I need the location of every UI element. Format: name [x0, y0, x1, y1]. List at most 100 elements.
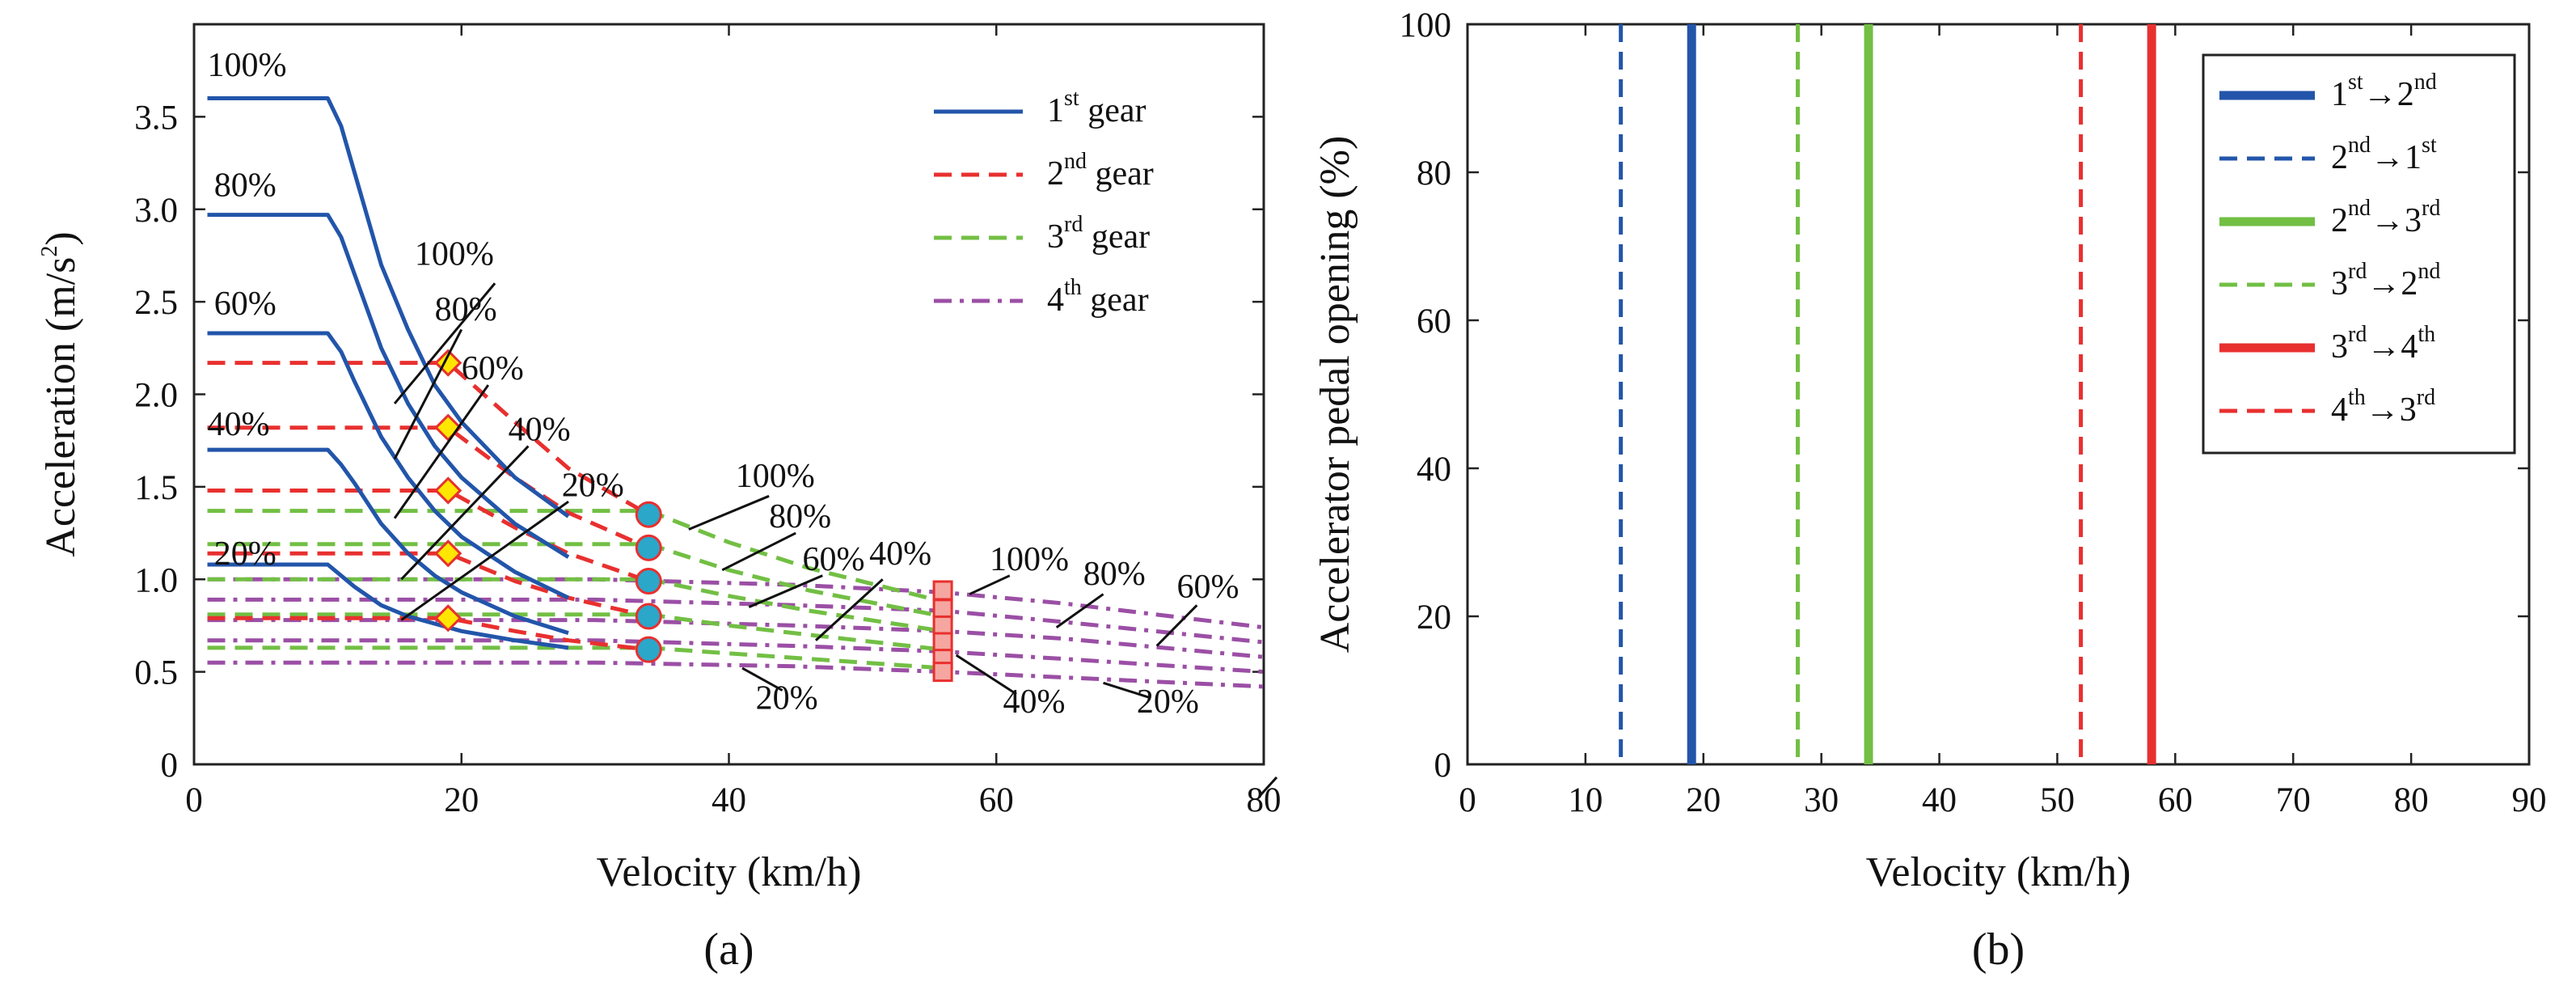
y-axis-label-a: Acceleration (m/s2): [37, 231, 84, 556]
annotation-leader: [1103, 681, 1151, 700]
legend-b-box: [2202, 53, 2516, 455]
x-tick-label-b: 90: [2512, 781, 2547, 819]
annotation-leader: [393, 282, 496, 404]
y-tick-label-a: 2.5: [134, 284, 178, 322]
annotation-label: 60%: [214, 286, 277, 323]
y-tick-label-a: 0.5: [134, 654, 178, 692]
series-gear2-40pct: [207, 551, 649, 619]
shift-marker-square: [932, 615, 953, 636]
x-tick-label-b: 60: [2158, 781, 2193, 819]
legend-a-sup: rd: [1064, 212, 1083, 237]
series-gear3-60pct: [207, 577, 944, 633]
annotation-leader: [393, 384, 490, 519]
legend-b-to: 2: [2397, 76, 2414, 113]
shift-marker-diamond: [434, 476, 462, 505]
x-tick-label-a: 80: [1247, 781, 1282, 819]
legend-a-rest: gear: [1079, 92, 1147, 129]
y-axis-label-a-end: ): [38, 231, 84, 245]
annotation-label: 60%: [462, 350, 524, 387]
legend-b-from: 3: [2331, 265, 2348, 302]
caption-a: (a): [703, 924, 754, 975]
series-gear3-80pct: [207, 542, 944, 619]
legend-b-from-sup: nd: [2348, 196, 2371, 221]
shift-marker-diamond: [434, 413, 462, 442]
series-gear4-20pct: [207, 660, 1264, 689]
legend-b-arrow: →: [2363, 76, 2397, 113]
series-gear4-40pct: [207, 638, 1264, 675]
legend-b-label-0: 1st→2nd: [2331, 70, 2437, 113]
y-tick-label-a: 3.0: [134, 192, 178, 230]
panel-b: 0 10 20 30 40 50 60 70 80 90 0 20 40 60 80 100 Velocity …: [1312, 6, 2547, 975]
legend-a-rest: gear: [1082, 281, 1149, 319]
annotation-label: 100%: [736, 458, 815, 495]
annotation-label: 20%: [214, 535, 277, 573]
y-tick-label-a: 2.0: [134, 377, 178, 415]
x-tick-label-a: 20: [444, 781, 479, 819]
y-axis-label-a-main: Acceleration (m/s: [38, 257, 84, 557]
plot-area-a: [192, 23, 1265, 766]
annotation-label: 20%: [756, 679, 818, 717]
legend-a-sup: th: [1064, 275, 1082, 300]
annotation-leader: [741, 666, 783, 692]
series-gear3-40pct: [207, 612, 944, 652]
legend-b-from: 3: [2331, 328, 2348, 366]
legend-b-arrow: →: [2367, 328, 2401, 366]
shift-marker-circle: [635, 568, 662, 595]
legend-a-rest: gear: [1083, 218, 1150, 256]
series-gear2-60pct: [207, 489, 650, 583]
x-tick-label-a: 40: [712, 781, 746, 819]
legend-b-label-4: 3rd→4th: [2331, 322, 2435, 366]
legend-b-from-sup: rd: [2348, 322, 2367, 347]
series-gear2-20pct: [207, 616, 649, 652]
legend-b-arrow: →: [2371, 139, 2405, 176]
legend-b-to-sup: st: [2422, 133, 2437, 158]
legend-b-from-sup: st: [2348, 70, 2363, 95]
annotation-leader: [393, 328, 463, 460]
shift-marker-circle: [635, 501, 662, 528]
legend-b-label-1: 2nd→1st: [2331, 133, 2437, 176]
legend-b-from-sup: nd: [2348, 133, 2371, 158]
y-tick-label-b: 40: [1417, 451, 1451, 489]
series-gear1-60pct: [207, 331, 570, 600]
series-gear3-100pct: [207, 509, 944, 604]
x-tick-label-b: 30: [1804, 781, 1839, 819]
annotation-label: 20%: [562, 467, 624, 504]
legend-b-to-sup: th: [2418, 322, 2435, 347]
legend-a-label-g4: 4th gear: [1047, 275, 1149, 319]
legend-b-label-3: 3rd→2nd: [2331, 259, 2440, 302]
legend-b-label-2: 2nd→3rd: [2331, 196, 2440, 239]
legend-b-to-sup: nd: [2414, 70, 2437, 95]
x-tick-label-b: 50: [2040, 781, 2075, 819]
shift-marker-diamond: [434, 604, 462, 632]
legend-a-sup: nd: [1064, 149, 1087, 174]
shift-marker-square: [932, 580, 953, 601]
shift-marker-square: [932, 662, 953, 683]
annotation-label: 100%: [208, 47, 287, 84]
legend-b-from-sup: th: [2348, 385, 2366, 410]
edge-leader-line: [1259, 776, 1278, 797]
annotation-label: 80%: [435, 291, 497, 328]
series-gear1-80pct: [207, 213, 570, 559]
legend-b-to: 3: [2400, 391, 2417, 429]
x-tick-label-a: 60: [979, 781, 1014, 819]
legend-b-to: 4: [2401, 328, 2418, 366]
legend-a-base: 2: [1047, 155, 1064, 192]
shift-marker-square: [932, 632, 953, 653]
panel-a: 0 20 40 60 80 0 0.5 1.0 1.5 2.0 2.5 3.0 3.5 Velocity …: [37, 23, 1282, 975]
x-tick-label-b: 10: [1568, 781, 1603, 819]
y-tick-label-b: 100: [1400, 6, 1452, 44]
series-gear4-60pct: [207, 618, 1264, 659]
annotation-leader: [688, 494, 770, 531]
shift-marker-circle: [635, 534, 662, 561]
shift-marker-circle: [635, 603, 662, 630]
y-tick-label-b: 60: [1417, 302, 1451, 341]
x-tick-label-a: 0: [185, 781, 203, 819]
annotation-leader: [748, 574, 823, 608]
annotation-leader: [1155, 604, 1198, 647]
annotation-leader: [721, 531, 796, 572]
annotation-leader: [969, 574, 1011, 595]
legend-b-from: 2: [2331, 202, 2348, 239]
annotation-label: 80%: [769, 498, 831, 535]
series-gear4-80pct: [207, 597, 1264, 645]
